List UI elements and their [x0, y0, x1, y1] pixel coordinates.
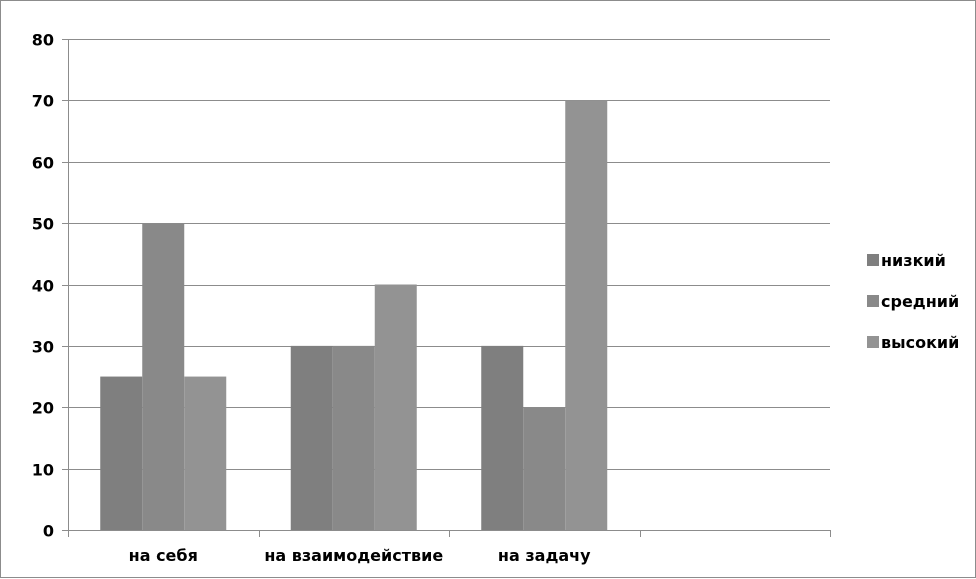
legend-label: высокий — [881, 333, 959, 352]
bars — [100, 100, 608, 530]
legend-label: низкий — [881, 251, 946, 270]
bar — [142, 223, 185, 530]
x-category-label: на задачу — [498, 546, 591, 565]
bar — [184, 376, 227, 530]
legend: низкий средний высокий — [867, 251, 959, 352]
bar — [565, 100, 608, 530]
bar — [481, 345, 524, 530]
bar — [332, 345, 375, 530]
bar — [100, 376, 143, 530]
bar — [374, 284, 417, 530]
x-category-label: на взаимодействие — [264, 546, 443, 565]
y-tick-label: 50 — [32, 215, 54, 234]
legend-swatch — [867, 336, 879, 348]
bar — [290, 345, 333, 530]
y-tick-label: 60 — [32, 154, 54, 173]
y-tick-labels: 0 10 20 30 40 50 60 70 80 — [32, 31, 54, 541]
legend-label: средний — [881, 292, 959, 311]
y-tick-label: 40 — [32, 277, 54, 296]
y-tick-label: 80 — [32, 31, 54, 50]
y-tick-label: 0 — [43, 522, 54, 541]
x-category-labels: на себя на взаимодействие на задачу — [129, 546, 591, 565]
x-category-label: на себя — [129, 546, 198, 565]
y-tick-label: 10 — [32, 461, 54, 480]
y-tick-label: 70 — [32, 92, 54, 111]
y-tick-label: 20 — [32, 399, 54, 418]
axes — [62, 39, 831, 537]
y-tick-label: 30 — [32, 338, 54, 357]
legend-swatch — [867, 295, 879, 307]
legend-swatch — [867, 254, 879, 266]
bar — [523, 407, 566, 530]
